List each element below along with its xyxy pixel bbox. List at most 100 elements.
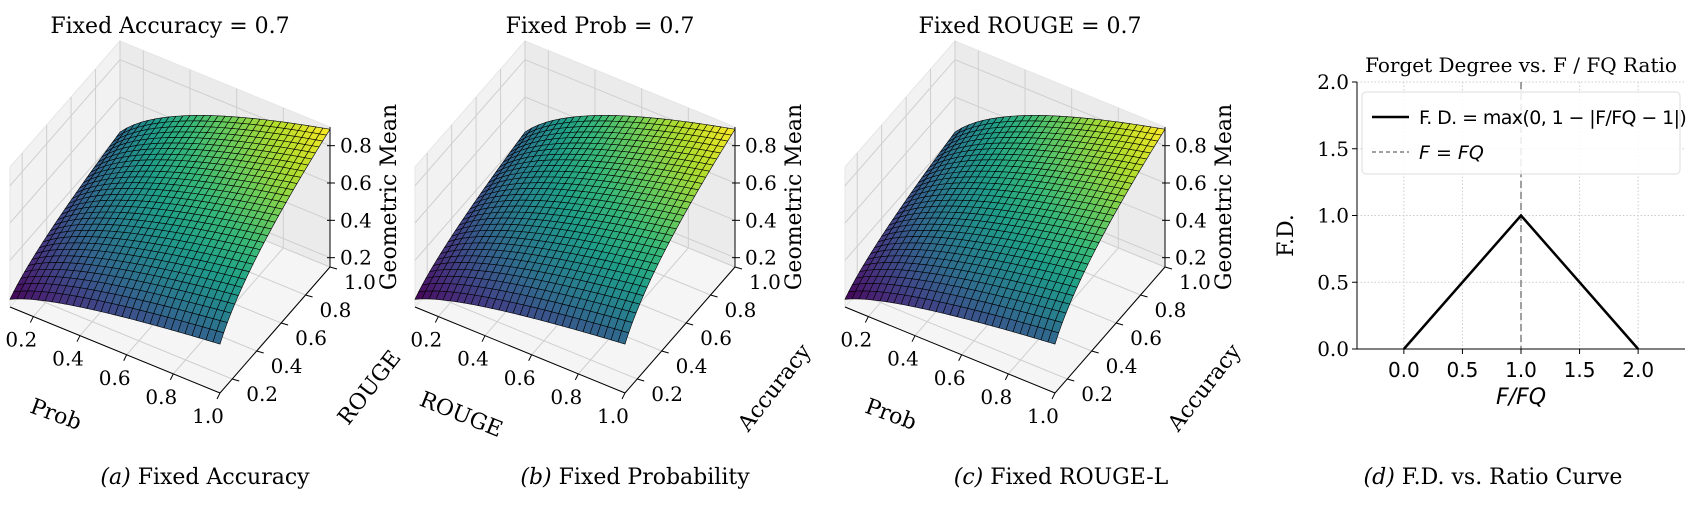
- x-tick-label: 1.0: [1505, 358, 1537, 382]
- z-tick-label: 0.2: [1175, 246, 1207, 270]
- x-tick-label: 2.0: [1622, 358, 1654, 382]
- x-axis: [9, 306, 221, 394]
- y-axis-label: Accuracy: [1163, 339, 1247, 437]
- x-tick: [481, 335, 486, 342]
- y-tick: [305, 294, 313, 298]
- y-tick-label: 0.4: [1106, 354, 1138, 378]
- caption-label: (a): [100, 465, 130, 490]
- z-gridline: [844, 59, 1166, 186]
- panel-a: 0.20.40.60.81.00.20.40.60.81.00.20.40.60…: [5, 14, 406, 490]
- caption-text: Fixed Probability: [559, 465, 751, 490]
- x-tick: [528, 354, 533, 362]
- x-tick-label: 0.2: [410, 328, 442, 352]
- z-tick-label: 0.4: [340, 208, 372, 232]
- surface-patch: [1047, 330, 1060, 345]
- caption-text: Fixed ROUGE-L: [990, 465, 1168, 490]
- y-tick-label: 0.8: [1155, 298, 1187, 322]
- x-tick: [216, 392, 221, 400]
- y-axis-label: F.D.: [1274, 214, 1299, 257]
- x-tick-label: 0.2: [5, 328, 37, 352]
- y-axis-label: Accuracy: [733, 339, 817, 437]
- x-tick: [864, 316, 869, 323]
- y-tick-label: 1.5: [1317, 137, 1349, 161]
- legend-box: [1361, 91, 1681, 175]
- y-tick: [637, 378, 645, 382]
- legend: F. D. = max(0, 1 − |F/FQ − 1|) F = FQ: [1361, 91, 1687, 175]
- x-tick-label: 0.0: [1388, 358, 1420, 382]
- y-tick-label: 0.4: [271, 354, 303, 378]
- z-tick-label: 0.8: [1175, 134, 1207, 158]
- y-tick-label: 0.2: [246, 382, 278, 406]
- x-tick: [434, 316, 439, 323]
- x-axis: [844, 306, 1056, 394]
- chart-title: Forget Degree vs. F / FQ Ratio: [1365, 53, 1677, 77]
- x-tick: [574, 373, 579, 381]
- x-tick: [958, 354, 963, 362]
- x-axis-label: Prob: [27, 394, 85, 436]
- y-axis-label: ROUGE: [333, 346, 406, 430]
- x-tick-label: 0.8: [550, 385, 582, 409]
- x-tick-label: 1.5: [1564, 358, 1596, 382]
- y-tick: [329, 266, 338, 270]
- y-tick-label: 1.0: [749, 270, 781, 294]
- y-axis: [624, 266, 736, 394]
- surface-patch: [617, 330, 630, 345]
- x-tick-label: 0.4: [457, 347, 489, 371]
- y-tick-label: 0.2: [1081, 382, 1113, 406]
- y-tick-label: 0.5: [1317, 270, 1349, 294]
- z-tick-label: 0.6: [340, 171, 372, 195]
- x-tick-label: 0.6: [99, 366, 131, 390]
- panel-c: 0.20.40.60.81.00.20.40.60.81.00.20.40.60…: [840, 14, 1246, 490]
- caption-text: Fixed Accuracy: [138, 465, 310, 490]
- x-tick-label: 0.4: [52, 347, 84, 371]
- y-tick-label: 1.0: [344, 270, 376, 294]
- panel-caption: (b) Fixed Probability: [520, 465, 750, 490]
- x-axis-label: F/FQ: [1496, 385, 1546, 410]
- z-gridline: [9, 59, 331, 186]
- z-tick-label: 0.6: [745, 171, 777, 195]
- caption-label: (c): [954, 465, 984, 490]
- x-tick: [76, 335, 81, 342]
- y-tick: [1115, 322, 1124, 326]
- z-axis-label: Geometric Mean: [377, 104, 402, 290]
- y-tick: [710, 294, 718, 298]
- x-tick-label: 1.0: [1027, 404, 1059, 428]
- x-tick-label: 1.0: [597, 404, 629, 428]
- y-tick-label: 1.0: [1317, 204, 1349, 228]
- x-tick: [621, 392, 626, 400]
- surface: [9, 115, 331, 345]
- caption-text: F.D. vs. Ratio Curve: [1402, 465, 1623, 490]
- z-tick-label: 0.8: [745, 134, 777, 158]
- y-tick: [232, 378, 240, 382]
- panel-title: Fixed Prob = 0.7: [506, 14, 695, 39]
- z-tick-label: 0.6: [1175, 171, 1207, 195]
- z-tick-label: 0.4: [1175, 208, 1207, 232]
- y-axis: [1054, 266, 1166, 394]
- y-tick-label: 0.0: [1317, 337, 1349, 361]
- x-axis-label: Prob: [862, 394, 920, 436]
- panel-caption: (c) Fixed ROUGE-L: [954, 465, 1169, 490]
- y-tick-label: 0.8: [320, 298, 352, 322]
- y-tick: [685, 322, 694, 326]
- x-tick-label: 1.0: [192, 404, 224, 428]
- panel-d: 0.0 0.5 1.0 1.5 2.0 0.0 0.5 1.0 1.5 2.0 Forget Deg…: [1274, 53, 1687, 490]
- x-tick-label: 0.8: [980, 385, 1012, 409]
- surface-patch: [212, 330, 225, 345]
- panel-title: Fixed Accuracy = 0.7: [50, 14, 289, 39]
- legend-label-fd: F. D. = max(0, 1 − |F/FQ − 1|): [1419, 107, 1686, 129]
- y-tick-label: 0.6: [700, 326, 732, 350]
- panel-caption: (d) F.D. vs. Ratio Curve: [1364, 465, 1623, 490]
- x-tick: [169, 373, 174, 381]
- z-tick-label: 0.2: [340, 246, 372, 270]
- x-tick: [123, 354, 128, 362]
- panel-title: Fixed ROUGE = 0.7: [919, 14, 1142, 39]
- caption-label: (d): [1364, 465, 1395, 490]
- fd-line: [1402, 213, 1640, 350]
- y-tick-label: 0.2: [651, 382, 683, 406]
- caption-label: (b): [520, 465, 551, 490]
- x-tick-label: 0.5: [1447, 358, 1479, 382]
- x-tick: [1004, 373, 1009, 381]
- surface: [414, 115, 736, 345]
- panel-caption: (a) Fixed Accuracy: [100, 465, 310, 490]
